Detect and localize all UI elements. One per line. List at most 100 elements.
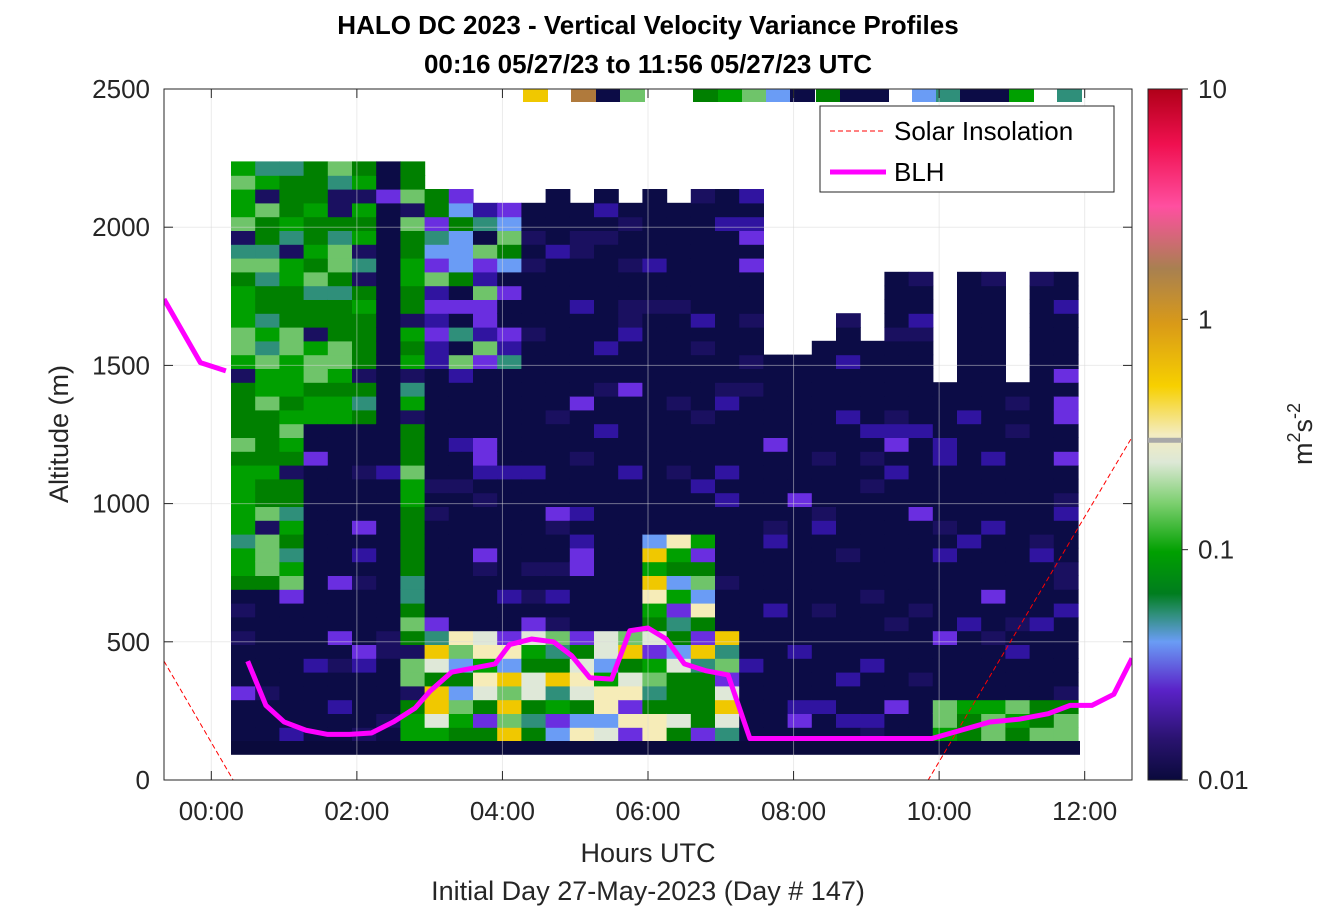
heatmap-cell [1005, 478, 1031, 494]
heatmap-cell [642, 644, 668, 659]
heatmap-cell [400, 713, 426, 728]
heatmap-cell [521, 409, 547, 425]
heatmap-cell [327, 658, 353, 673]
heatmap-cell [908, 506, 934, 521]
heatmap-cell [642, 327, 668, 342]
heatmap-cell [231, 561, 256, 576]
heatmap-cell [811, 672, 837, 687]
heatmap-cell [521, 327, 547, 342]
heatmap-cell [279, 478, 305, 494]
heatmap-cell [981, 603, 1006, 618]
heatmap-cell [763, 644, 789, 659]
heatmap-cell [352, 382, 377, 397]
heatmap-cell [352, 244, 377, 259]
heatmap-cell [860, 382, 885, 397]
series-solar-insolation [164, 437, 1132, 780]
heatmap-cell [715, 451, 740, 466]
heatmap-cell [231, 685, 256, 701]
heatmap-cell [497, 685, 522, 701]
heatmap-cell [231, 175, 256, 190]
heatmap-cell [473, 285, 498, 300]
heatmap-cell [642, 409, 668, 425]
heatmap-cell [424, 465, 450, 480]
heatmap-cell [884, 520, 910, 535]
heatmap-cell [860, 658, 885, 673]
heatmap-cell [594, 492, 619, 507]
heatmap-cell [811, 685, 837, 701]
heatmap-cell [836, 616, 861, 632]
heatmap-cell [642, 423, 668, 438]
heatmap-cell [400, 589, 426, 604]
heatmap-cell [811, 561, 837, 576]
heatmap-cell [448, 492, 474, 507]
heatmap-cell [981, 271, 1006, 287]
heatmap-cell [836, 520, 861, 535]
heatmap-cell [448, 299, 474, 314]
heatmap-cell [1005, 644, 1031, 659]
heatmap-cell [400, 506, 426, 521]
heatmap-cell [981, 547, 1006, 563]
heatmap-cell [545, 396, 571, 411]
heatmap-cell [594, 520, 619, 535]
heatmap-cell [497, 603, 522, 618]
heatmap-cell [739, 354, 764, 369]
heatmap-cell [594, 478, 619, 494]
heatmap-cell [255, 589, 280, 604]
heatmap-cell [1053, 313, 1079, 328]
heatmap-cell [376, 189, 401, 204]
heatmap-cell [1053, 727, 1079, 742]
heatmap-cell [594, 630, 619, 645]
heatmap-cell [666, 202, 692, 218]
heatmap-cell [473, 506, 498, 521]
heatmap-cell [352, 409, 377, 425]
heatmap-cell [594, 506, 619, 521]
heatmap-cell [424, 368, 450, 383]
heatmap-cell [932, 589, 958, 604]
heatmap-cell [327, 589, 353, 604]
heatmap-cell [1005, 589, 1031, 604]
heatmap-cell [569, 285, 595, 300]
heatmap-cell [352, 340, 377, 356]
heatmap-cell [690, 368, 716, 383]
heatmap-cell [981, 354, 1006, 369]
heatmap-cell [255, 727, 280, 742]
heatmap-cell [787, 672, 813, 687]
heatmap-cell [448, 713, 474, 728]
heatmap-cell [787, 534, 813, 549]
heatmap-cell [787, 520, 813, 535]
heatmap-cell [424, 520, 450, 535]
heatmap-cell [255, 492, 280, 507]
heatmap-cell [352, 616, 377, 632]
heatmap-cell [618, 672, 643, 687]
heatmap-cell [521, 230, 547, 245]
heatmap-cell [473, 616, 498, 632]
heatmap-cell [448, 230, 474, 245]
heatmap-cell [715, 396, 740, 411]
heatmap-cell [1029, 534, 1055, 549]
heatmap-cell [497, 451, 522, 466]
heatmap-cell [448, 644, 474, 659]
heatmap-cell [279, 492, 305, 507]
heatmap-cell [1053, 409, 1079, 425]
heatmap-cell [884, 547, 910, 563]
heatmap-cell [594, 644, 619, 659]
heatmap-cell [1029, 589, 1055, 604]
heatmap-cell [811, 603, 837, 618]
heatmap-cell [860, 685, 885, 701]
heatmap-cell [715, 575, 740, 590]
heatmap-cell [473, 409, 498, 425]
heatmap-cell [303, 271, 329, 287]
heatmap-cell [715, 561, 740, 576]
heatmap-cell [715, 285, 740, 300]
heatmap-cell [327, 313, 353, 328]
heatmap-cell [715, 589, 740, 604]
heatmap-cell [884, 451, 910, 466]
heatmap-cell [231, 161, 256, 176]
heatmap-cell [594, 534, 619, 549]
heatmap-cell [594, 437, 619, 452]
heatmap-cell [1029, 616, 1055, 632]
heatmap-cell [545, 409, 571, 425]
heatmap-cell [763, 423, 789, 438]
heatmap-cell [521, 437, 547, 452]
heatmap-cell [497, 672, 522, 687]
